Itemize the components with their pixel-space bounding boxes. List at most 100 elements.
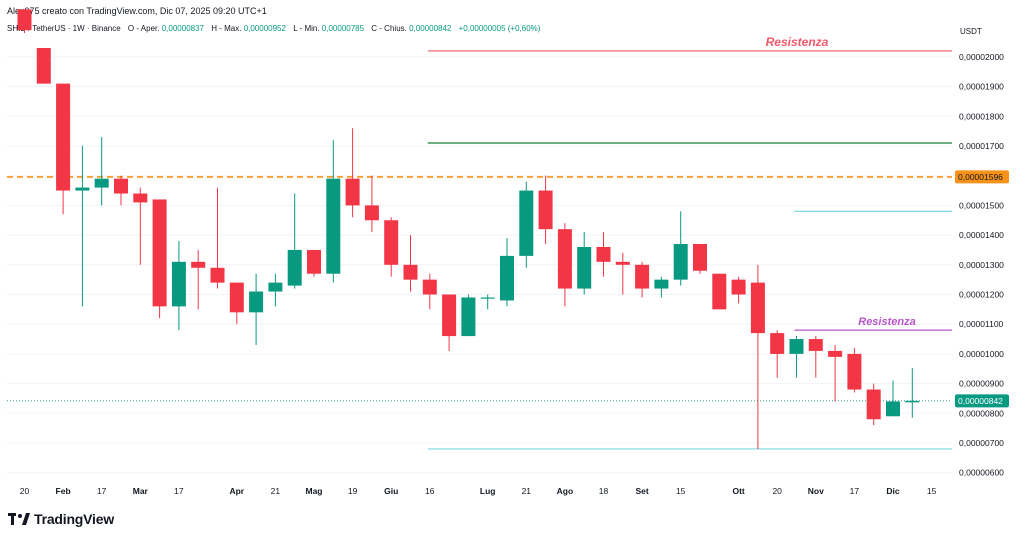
candle-body [480,297,495,299]
x-tick-label: Feb [56,486,71,496]
grid [7,56,952,474]
candle-body [403,264,418,280]
candle [886,380,900,417]
candle [249,273,264,345]
candle-body [307,249,321,274]
y-tick-label: 0,00001800 [959,111,1004,121]
x-tick-label: Set [635,486,648,496]
candle-body [133,193,148,203]
y-axis[interactable]: 0,00002000 0,00001900 0,00001800 0,00001700… [959,52,1004,478]
x-tick-label: 18 [599,486,609,496]
candle-body [577,246,592,289]
resistance-label: Resistenza [766,35,829,49]
candle-body [229,282,244,313]
close-value: 0,00000842 [409,24,452,33]
x-axis[interactable]: 20 Feb 17 Mar 17 Apr 21 Mag 19 Giu 16 Lug 21 Ago 18 Set… [20,486,937,496]
candle-body [828,350,843,357]
x-tick-label: Dic [886,486,900,496]
candle-body [171,261,186,307]
candle [615,252,630,295]
price-tags: 0,00001596 0,00000842 [955,170,1009,408]
candle-body [461,297,476,337]
x-tick-label: Giu [384,486,398,496]
x-tick-label: Mag [306,486,323,496]
low-value: 0,00000785 [321,24,365,33]
candle [828,344,843,402]
x-tick-label: 17 [97,486,107,496]
candle-body [94,178,109,188]
candle [384,217,399,277]
x-tick-label: 15 [927,486,937,496]
candle [519,181,534,268]
candle [94,137,109,206]
x-tick-label: 20 [772,486,782,496]
candle [480,294,495,310]
candle [750,264,765,449]
candle [808,336,823,378]
candle [36,47,51,84]
candle [712,273,727,310]
candle-body [268,282,283,292]
candle [461,294,476,337]
candle [693,244,707,274]
y-tick-label: 0,00001100 [959,319,1004,329]
candle-body [287,249,302,286]
price-tag [955,394,1009,408]
candle [326,140,341,283]
candle [364,175,379,233]
candle [905,368,920,418]
candle-body [56,83,71,191]
symbol-label[interactable]: SHIB / TetherUS · 1W · Binance [7,24,121,33]
x-tick-label: Mar [133,486,149,496]
y-tick-label: 0,00000800 [959,408,1004,418]
candle [789,336,804,378]
x-tick-label: 20 [20,486,30,496]
candle [422,273,437,310]
candle [596,232,611,277]
candle [210,187,225,289]
candle [442,294,457,351]
y-tick-label: 0,00001000 [959,349,1004,359]
candle [191,249,206,310]
y-tick-label: 0,00000600 [959,468,1004,478]
candle-body [538,190,553,230]
candle-body [693,244,707,271]
candle [114,175,128,206]
candle-body [557,229,572,289]
candle [847,347,862,393]
price-tag-label: 0,00000842 [958,396,1003,406]
y-tick-label: 0,00000900 [959,379,1004,389]
candle [307,249,321,277]
x-tick-label: 17 [174,486,184,496]
close-label: C - Chius. [371,24,407,33]
x-tick-label: Lug [480,486,496,496]
candle-body [596,246,611,262]
candle [635,261,650,298]
x-tick-label: 15 [676,486,686,496]
candle [770,330,785,378]
candle [538,175,553,245]
candle-body [422,279,437,295]
candle-body [770,333,785,354]
candles[interactable] [17,9,920,449]
x-tick-label: Ago [557,486,574,496]
candle [654,276,669,298]
candle [345,128,360,218]
candle-body [654,279,669,289]
candle [557,223,572,307]
ohlc-legend: SHIB / TetherUS · 1W · Binance O - Aper.… [7,24,540,33]
candle-body [75,187,90,191]
high-label: H - Max. [211,24,242,33]
level-lines[interactable]: Resistenza Resistenza [7,35,952,450]
candle [171,241,186,331]
currency-label: USDT [960,27,982,36]
candle [673,211,688,286]
candle-body [615,261,630,265]
tradingview-logo[interactable]: TradingView [8,511,114,527]
candle-body [114,178,128,194]
y-tick-label: 0,00002000 [959,52,1004,62]
candle-body [866,389,881,420]
open-value: 0,00000837 [161,24,204,33]
candle-body [384,220,399,265]
